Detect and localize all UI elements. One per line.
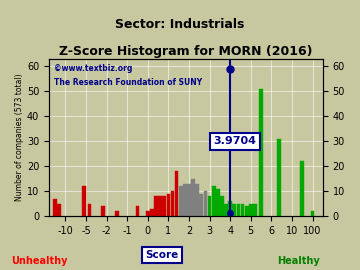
Text: Score: Score (145, 250, 179, 260)
Bar (179, 186, 183, 216)
Y-axis label: Number of companies (573 total): Number of companies (573 total) (15, 74, 24, 201)
Bar (212, 186, 216, 216)
Bar (183, 184, 187, 216)
Text: Healthy: Healthy (278, 256, 320, 266)
Bar (204, 191, 207, 216)
Bar (187, 184, 191, 216)
Bar (233, 204, 236, 216)
Bar (115, 211, 119, 216)
Bar (208, 196, 211, 216)
Bar (199, 194, 203, 216)
Bar (301, 161, 304, 216)
Bar (245, 206, 248, 216)
Bar (259, 89, 263, 216)
Bar (191, 179, 195, 216)
Bar (158, 196, 162, 216)
Bar (253, 204, 257, 216)
Text: Sector: Industrials: Sector: Industrials (115, 18, 245, 31)
Bar (224, 204, 228, 216)
Bar (53, 199, 57, 216)
Bar (277, 139, 281, 216)
Text: Unhealthy: Unhealthy (12, 256, 68, 266)
Bar (136, 206, 139, 216)
Text: 3.9704: 3.9704 (213, 136, 256, 146)
Bar (171, 191, 174, 216)
Bar (195, 184, 199, 216)
Bar (167, 194, 170, 216)
Bar (82, 186, 86, 216)
Bar (220, 196, 224, 216)
Text: ©www.textbiz.org: ©www.textbiz.org (54, 64, 133, 73)
Bar (216, 189, 220, 216)
Bar (311, 211, 314, 216)
Bar (237, 204, 240, 216)
Bar (146, 211, 150, 216)
Bar (162, 196, 166, 216)
Bar (249, 204, 253, 216)
Bar (101, 206, 105, 216)
Bar (241, 204, 244, 216)
Bar (150, 209, 154, 216)
Bar (87, 204, 91, 216)
Bar (57, 204, 61, 216)
Text: The Research Foundation of SUNY: The Research Foundation of SUNY (54, 78, 202, 87)
Bar (228, 201, 232, 216)
Bar (175, 171, 179, 216)
Title: Z-Score Histogram for MORN (2016): Z-Score Histogram for MORN (2016) (59, 45, 312, 58)
Bar (154, 196, 158, 216)
